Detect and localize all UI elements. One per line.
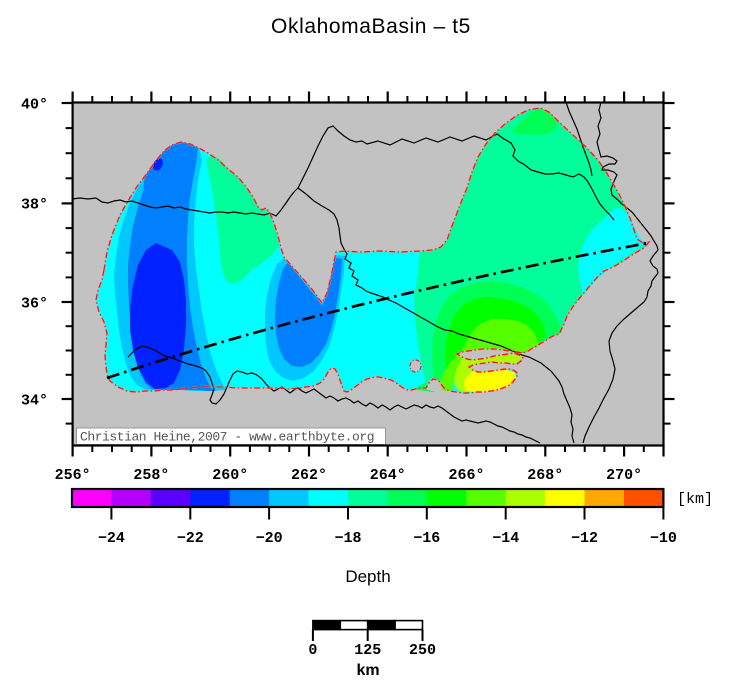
svg-text:260°: 260° — [212, 467, 248, 484]
svg-text:125: 125 — [354, 642, 381, 659]
svg-text:258°: 258° — [133, 467, 169, 484]
svg-text:34°: 34° — [21, 392, 48, 409]
svg-text:38°: 38° — [21, 197, 48, 214]
svg-text:−14: −14 — [492, 530, 519, 547]
svg-text:0: 0 — [308, 642, 317, 659]
svg-text:250: 250 — [409, 642, 436, 659]
svg-text:km: km — [356, 662, 379, 679]
svg-text:270°: 270° — [606, 467, 642, 484]
svg-text:36°: 36° — [21, 295, 48, 312]
svg-text:40°: 40° — [21, 96, 48, 113]
svg-text:−18: −18 — [334, 530, 361, 547]
svg-text:−22: −22 — [177, 530, 204, 547]
svg-text:−20: −20 — [256, 530, 283, 547]
svg-text:Christian Heine,2007 - www.ear: Christian Heine,2007 - www.earthbyte.org — [80, 430, 374, 445]
svg-text:−10: −10 — [650, 530, 677, 547]
svg-text:256°: 256° — [55, 467, 91, 484]
svg-text:262°: 262° — [291, 467, 327, 484]
svg-text:268°: 268° — [527, 467, 563, 484]
svg-text:−12: −12 — [571, 530, 598, 547]
svg-text:266°: 266° — [448, 467, 484, 484]
svg-text:264°: 264° — [370, 467, 406, 484]
svg-text:Depth: Depth — [345, 567, 390, 586]
svg-text:−16: −16 — [413, 530, 440, 547]
svg-text:OklahomaBasin – t5: OklahomaBasin – t5 — [271, 15, 471, 38]
svg-text:[km]: [km] — [677, 491, 713, 508]
svg-text:−24: −24 — [98, 530, 125, 547]
